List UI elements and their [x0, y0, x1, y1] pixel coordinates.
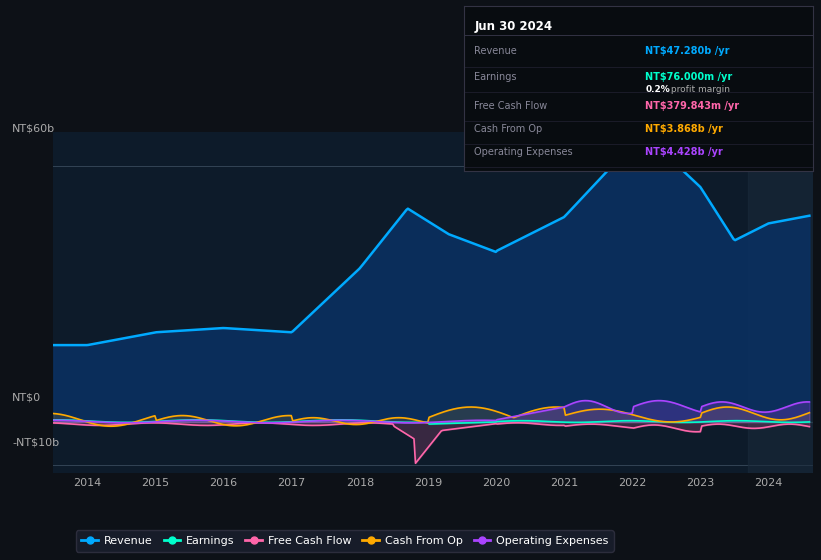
Text: Earnings: Earnings: [475, 72, 517, 82]
Text: NT$0: NT$0: [12, 393, 41, 403]
Text: 0.2%: 0.2%: [645, 85, 670, 94]
Text: Cash From Op: Cash From Op: [475, 124, 543, 134]
Text: Free Cash Flow: Free Cash Flow: [475, 101, 548, 110]
Text: NT$60b: NT$60b: [12, 124, 56, 134]
Text: Revenue: Revenue: [475, 46, 517, 56]
Text: -NT$10b: -NT$10b: [12, 437, 59, 447]
Text: NT$4.428b /yr: NT$4.428b /yr: [645, 147, 723, 157]
Text: Jun 30 2024: Jun 30 2024: [475, 21, 553, 34]
Bar: [748, 132, 813, 473]
Legend: Revenue, Earnings, Free Cash Flow, Cash From Op, Operating Expenses: Revenue, Earnings, Free Cash Flow, Cash …: [76, 530, 614, 552]
Text: profit margin: profit margin: [668, 85, 730, 94]
Text: NT$379.843m /yr: NT$379.843m /yr: [645, 101, 740, 110]
Text: Operating Expenses: Operating Expenses: [475, 147, 573, 157]
Text: NT$3.868b /yr: NT$3.868b /yr: [645, 124, 723, 134]
Text: NT$76.000m /yr: NT$76.000m /yr: [645, 72, 732, 82]
Text: NT$47.280b /yr: NT$47.280b /yr: [645, 46, 730, 56]
